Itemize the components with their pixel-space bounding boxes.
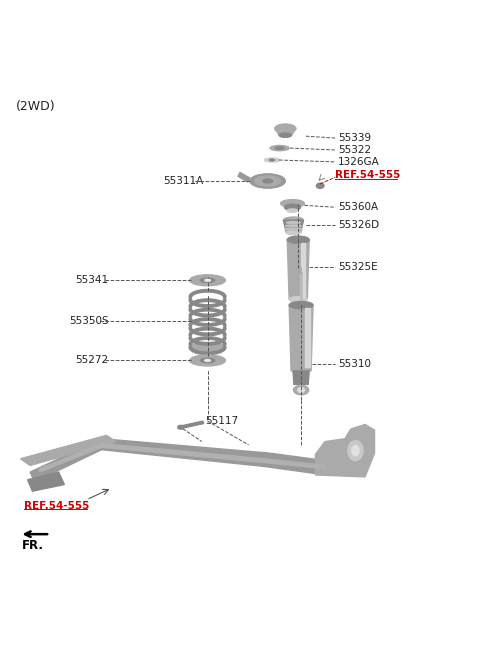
Ellipse shape <box>190 275 226 286</box>
Polygon shape <box>39 443 326 472</box>
Ellipse shape <box>289 302 313 309</box>
Text: 55311A: 55311A <box>164 176 204 186</box>
Polygon shape <box>315 424 374 477</box>
Text: (2WD): (2WD) <box>16 100 55 113</box>
Ellipse shape <box>204 359 210 361</box>
Ellipse shape <box>286 225 301 227</box>
Ellipse shape <box>286 222 300 224</box>
Polygon shape <box>289 305 313 371</box>
Ellipse shape <box>285 228 302 230</box>
Polygon shape <box>21 436 116 466</box>
Text: 55326D: 55326D <box>338 220 379 230</box>
Polygon shape <box>28 472 64 491</box>
Ellipse shape <box>283 217 303 223</box>
Polygon shape <box>287 239 309 299</box>
Bar <box>301 243 305 297</box>
Ellipse shape <box>276 147 284 150</box>
Text: REF.54-555: REF.54-555 <box>24 501 90 510</box>
Ellipse shape <box>284 204 300 211</box>
Ellipse shape <box>286 230 300 235</box>
Ellipse shape <box>204 279 210 281</box>
Text: 55310: 55310 <box>338 359 371 369</box>
Ellipse shape <box>200 278 215 283</box>
Ellipse shape <box>200 358 215 363</box>
Text: 55272: 55272 <box>75 356 108 365</box>
Text: 55339: 55339 <box>338 133 371 143</box>
Ellipse shape <box>348 441 363 461</box>
Ellipse shape <box>255 176 281 186</box>
Ellipse shape <box>287 209 298 213</box>
Ellipse shape <box>178 425 184 429</box>
Ellipse shape <box>250 174 285 188</box>
Polygon shape <box>293 371 309 384</box>
Ellipse shape <box>281 199 304 207</box>
Ellipse shape <box>264 158 280 162</box>
Text: FR.: FR. <box>22 539 43 552</box>
Ellipse shape <box>289 297 307 302</box>
Text: REF.54-555: REF.54-555 <box>336 171 401 180</box>
Text: 55322: 55322 <box>338 145 371 155</box>
Text: 55117: 55117 <box>205 416 239 426</box>
Text: 55360A: 55360A <box>338 202 378 213</box>
Ellipse shape <box>279 133 291 137</box>
Polygon shape <box>30 439 348 482</box>
Ellipse shape <box>190 355 226 366</box>
Polygon shape <box>283 220 303 233</box>
Ellipse shape <box>263 179 273 183</box>
Ellipse shape <box>316 183 324 188</box>
Ellipse shape <box>352 445 359 456</box>
Ellipse shape <box>190 342 225 352</box>
Polygon shape <box>275 129 296 135</box>
Ellipse shape <box>293 385 309 395</box>
Text: 55341: 55341 <box>75 276 108 285</box>
Ellipse shape <box>270 159 275 161</box>
Ellipse shape <box>287 236 309 243</box>
Ellipse shape <box>275 124 296 133</box>
Text: 55350S: 55350S <box>70 316 109 326</box>
Text: 55325E: 55325E <box>338 262 377 272</box>
Bar <box>305 308 310 367</box>
Ellipse shape <box>270 146 289 151</box>
Polygon shape <box>238 173 250 182</box>
Ellipse shape <box>298 388 304 392</box>
Text: 1326GA: 1326GA <box>338 157 380 167</box>
